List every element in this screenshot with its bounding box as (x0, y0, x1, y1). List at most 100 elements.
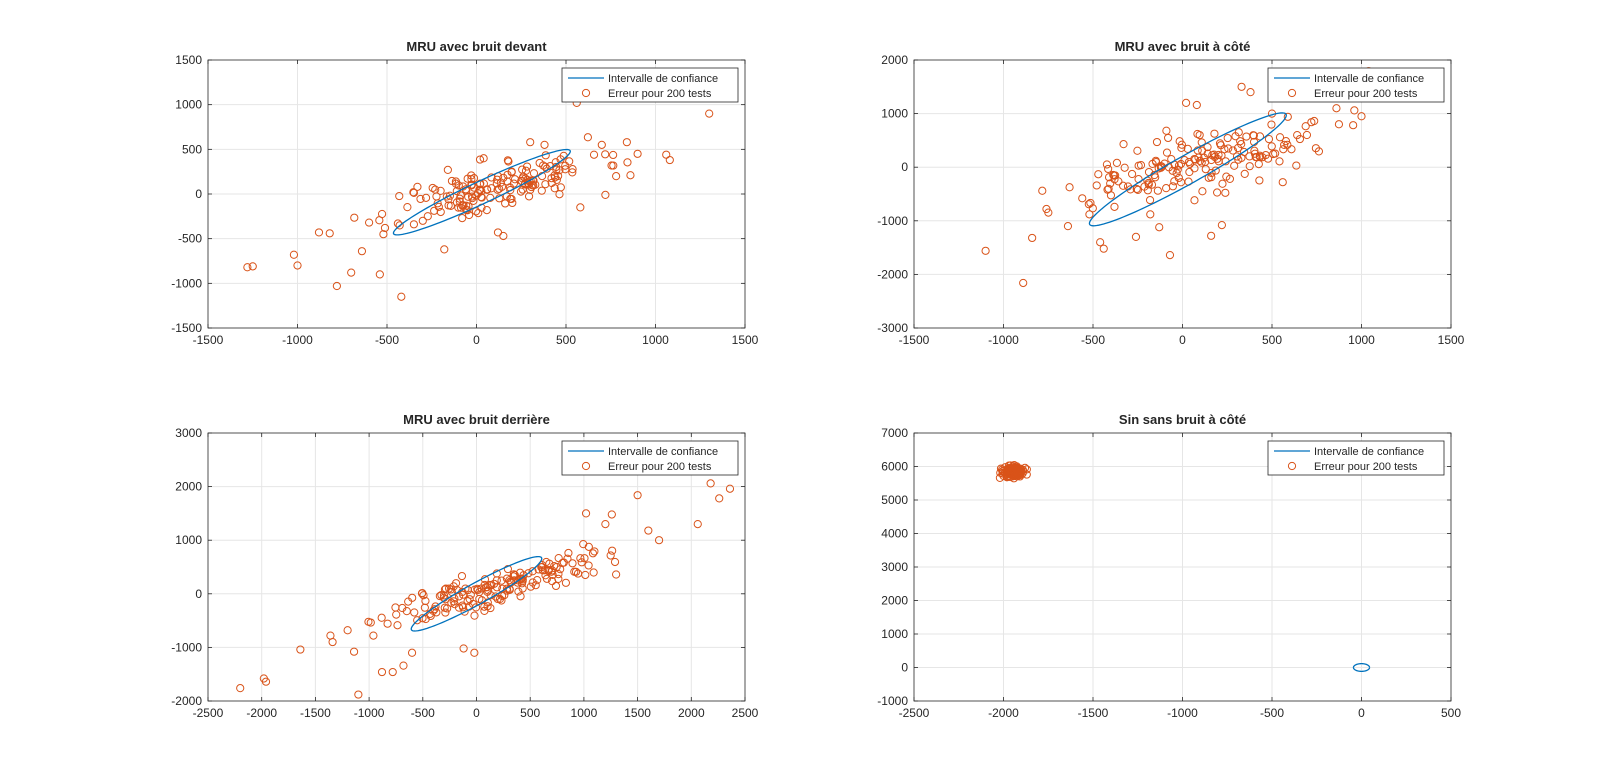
data-point (470, 611, 479, 620)
y-tick-label: 1000 (175, 98, 202, 112)
data-point (431, 602, 440, 611)
data-point (503, 156, 512, 165)
data-point (289, 250, 299, 259)
data-point (421, 193, 431, 202)
data-point (1006, 467, 1015, 476)
data-point (459, 590, 468, 599)
data-point (1152, 137, 1162, 147)
data-point (506, 194, 515, 203)
data-point (416, 194, 425, 204)
data-point (1094, 170, 1103, 179)
legend: Intervalle de confiance Erreur pour 200 t… (1267, 440, 1445, 476)
data-point (462, 201, 471, 210)
legend-marker-swatch (1287, 88, 1297, 98)
data-point (508, 198, 517, 208)
data-point (545, 559, 554, 568)
y-tick-label: 6000 (881, 460, 908, 474)
data-point (1283, 140, 1292, 149)
data-point (589, 568, 598, 577)
data-point (715, 494, 724, 503)
data-point (516, 187, 526, 196)
legend-label-ellipse: Intervalle de confiance (608, 73, 718, 85)
data-point (1162, 148, 1172, 157)
data-point (463, 174, 472, 183)
data-point (518, 165, 527, 174)
data-point (421, 614, 430, 624)
data-point (393, 621, 402, 630)
data-point (1109, 170, 1118, 180)
data-point (449, 597, 458, 606)
data-point (1177, 140, 1187, 149)
data-point (451, 579, 461, 588)
data-point (428, 183, 437, 193)
data-point (1065, 183, 1074, 192)
data-point (409, 220, 419, 229)
data-point (435, 591, 444, 601)
data-point (440, 585, 450, 594)
data-point (1086, 198, 1095, 208)
data-point (1028, 233, 1037, 243)
legend-label-ellipse: Intervalle de confiance (1314, 73, 1424, 85)
data-point (552, 175, 561, 184)
data-point (1255, 176, 1264, 185)
y-tick-label: -500 (178, 232, 202, 246)
data-point (1001, 463, 1010, 472)
data-point (451, 179, 461, 188)
data-point (497, 576, 506, 585)
y-tick-label: 0 (195, 587, 202, 601)
data-point (495, 594, 505, 604)
data-point (1132, 184, 1141, 194)
x-tick-label: 0 (473, 706, 480, 720)
data-point (486, 193, 495, 202)
data-point (579, 540, 588, 549)
y-tick-label: -1000 (877, 694, 908, 708)
data-point (459, 644, 468, 653)
data-point (1144, 180, 1153, 189)
data-point (1279, 145, 1288, 154)
data-point (1110, 202, 1119, 211)
data-point (570, 567, 579, 576)
data-point (564, 548, 573, 558)
y-tick-label: 2000 (175, 480, 202, 494)
y-tick-label: -1000 (877, 214, 908, 228)
data-point (413, 182, 422, 191)
data-point (540, 140, 549, 149)
data-point (1246, 88, 1255, 97)
data-point (1185, 159, 1195, 168)
data-point (432, 192, 441, 201)
data-point (548, 570, 557, 579)
data-point (554, 570, 563, 579)
data-point (1126, 185, 1135, 194)
data-point (610, 557, 620, 567)
subplot-2: -1500 -1000 -500 0 500 1000 1500 -3000 -2000 -100… (877, 39, 1464, 347)
data-point (626, 171, 635, 180)
x-tick-label: 0 (473, 333, 480, 347)
data-point (392, 610, 401, 619)
data-point (1019, 278, 1028, 288)
data-point (1255, 151, 1264, 160)
x-tick-label: -500 (1081, 333, 1105, 347)
data-layer (981, 67, 1373, 288)
data-point (1120, 163, 1129, 172)
data-point (1267, 142, 1276, 151)
data-point (380, 223, 390, 233)
data-point (601, 190, 610, 199)
data-point (486, 603, 495, 613)
data-point (665, 155, 674, 165)
data-point (1301, 122, 1310, 131)
data-point (1145, 195, 1155, 205)
data-point (1231, 132, 1240, 141)
data-point (1201, 157, 1210, 167)
data-point (1237, 140, 1246, 149)
data-point (1283, 112, 1292, 121)
data-point (1104, 164, 1113, 174)
data-point (1084, 200, 1093, 209)
data-point (1213, 188, 1222, 197)
data-point (1096, 238, 1105, 247)
data-point (419, 591, 428, 600)
data-point (601, 520, 610, 529)
y-tick-label: 0 (195, 187, 202, 201)
data-point (725, 484, 735, 493)
x-tick-label: 1500 (732, 333, 759, 347)
